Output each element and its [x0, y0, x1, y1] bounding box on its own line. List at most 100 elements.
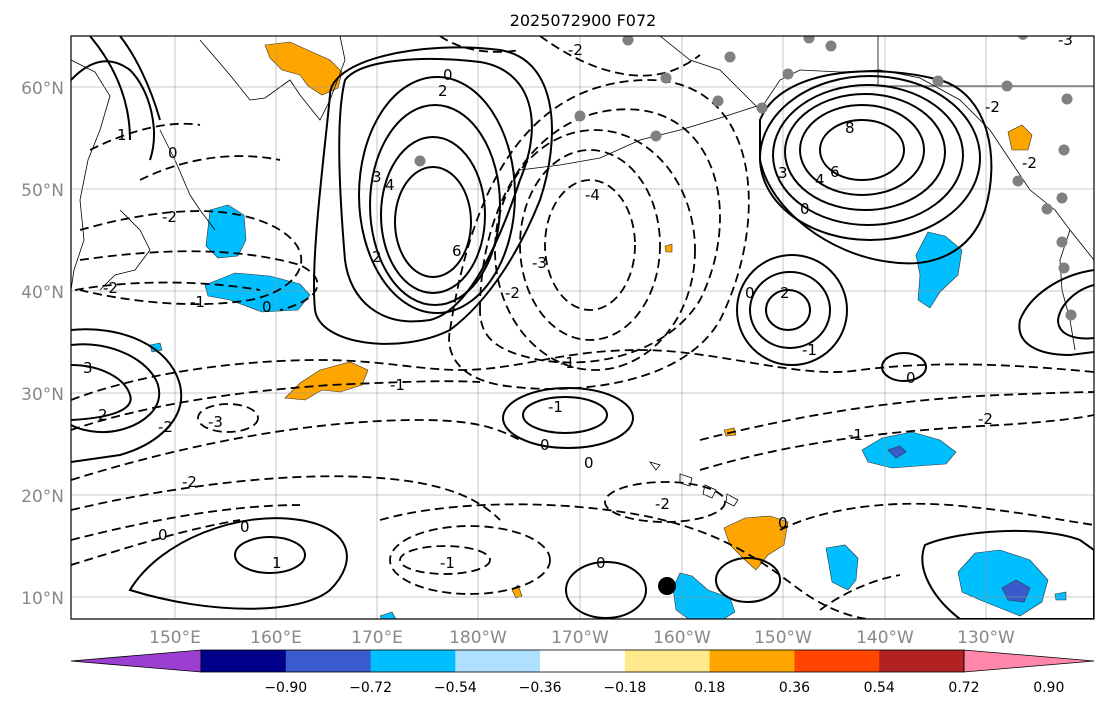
- colorbar-tick-label: −0.72: [349, 680, 392, 696]
- station-marker: [1001, 80, 1013, 92]
- contour-high-ne-3: [784, 93, 946, 211]
- contour-low-north-2: [439, 36, 521, 53]
- contour-low-nw-2: [89, 122, 201, 151]
- contour-label-40: 0: [240, 518, 250, 536]
- shade-blue-small-2: [1054, 591, 1067, 601]
- contour-label-10: -4: [585, 186, 600, 204]
- contour-low-band-7: [71, 504, 301, 541]
- colorbar-extend-high: [963, 649, 1095, 673]
- lon-label-140w: 140°W: [856, 628, 914, 648]
- contour-high-east-edge-1: [1018, 269, 1094, 357]
- coastline-hawaii-3: [725, 493, 739, 507]
- lat-label-20n: 20°N: [21, 487, 64, 507]
- contour-label-3: 2: [372, 248, 382, 266]
- contour-low-band-8: [71, 519, 241, 566]
- contour-high-west-edge-3: [71, 364, 132, 421]
- lon-labels: 150°E 160°E 170°E 180°W 170°W 160°W 150°…: [149, 628, 1015, 648]
- lon-label-180w: 180°W: [449, 628, 507, 648]
- contour-high-south-2: [128, 517, 348, 610]
- contour-high-west-2: [380, 136, 486, 294]
- lon-label-170w: 170°W: [551, 628, 609, 648]
- contour-low-hawaii: [604, 481, 726, 523]
- shade-blue-pacific-40n: [204, 272, 311, 313]
- contour-high-west-edge-2: [71, 328, 183, 463]
- lon-label-150e: 150°E: [149, 628, 201, 648]
- lon-label-170e: 170°E: [351, 628, 403, 648]
- contour-label-35: 0: [158, 526, 168, 544]
- contour-label-22: -2: [1022, 154, 1037, 172]
- contour-label-20: 0: [745, 284, 755, 302]
- contour-label-5: 0: [443, 66, 453, 84]
- contour-high-west-1: [394, 166, 472, 278]
- contour-label-15: 6: [830, 163, 840, 181]
- contour-label-8: 4: [385, 176, 395, 194]
- shade-orange-30n: [284, 361, 369, 401]
- contour-label-32: -3: [208, 413, 223, 431]
- contour-label-34: -2: [182, 473, 197, 491]
- colorbar-segment: [879, 650, 965, 672]
- colorbar-segment: [540, 650, 626, 672]
- contour-high-south-3: [565, 561, 647, 619]
- contour-label-30: 3: [83, 359, 93, 377]
- colorbar-tick-label: 0.90: [1033, 680, 1064, 696]
- colorbar-tick-label: −0.36: [519, 680, 562, 696]
- station-marker: [724, 51, 736, 63]
- colorbar-tick-label: 0.54: [864, 680, 895, 696]
- colorbar-outline: [200, 649, 965, 673]
- contour-high-38n-2: [749, 271, 831, 349]
- contour-low-nw-1: [139, 155, 281, 181]
- station-marker: [574, 110, 586, 122]
- colorbar-tick-label: −0.90: [264, 680, 307, 696]
- shade-orange-small-1: [664, 243, 673, 253]
- station-marker: [712, 95, 724, 107]
- contour-label-38: -1: [848, 426, 863, 444]
- contour-low-west-1: [79, 210, 303, 306]
- shade-orange-bc-coast: [1007, 124, 1033, 151]
- station-marker: [1056, 236, 1068, 248]
- contour-label-45: -2: [655, 495, 670, 513]
- contour-label-18: 0: [800, 200, 810, 218]
- contour-label-4: -2: [162, 208, 177, 226]
- colorbar-tick-label: −0.54: [434, 680, 477, 696]
- contour-low-west-2: [79, 250, 319, 311]
- contour-label-1: -1: [190, 293, 205, 311]
- shade-blue-japan: [205, 204, 247, 259]
- station-marker: [1056, 192, 1068, 204]
- coastline-nw-america: [1059, 229, 1076, 351]
- contour-label-26: 1: [117, 126, 127, 144]
- contour-high-south-4: [715, 557, 781, 603]
- contour-high-ne-4: [772, 84, 964, 226]
- coastline-asia: [71, 59, 111, 291]
- contour-label-36: -1: [548, 398, 563, 416]
- station-marker: [782, 68, 794, 80]
- contour-high-west-5: [338, 58, 533, 323]
- station-marker: [825, 40, 837, 52]
- colorbar-tick-label: −0.18: [603, 680, 646, 696]
- contour-label-31: 2: [98, 406, 108, 424]
- station-marker: [1058, 262, 1070, 274]
- colorbar-segment: [794, 650, 880, 672]
- contour-low-band-4: [699, 414, 1094, 471]
- station-marker: [756, 102, 768, 114]
- contour-high-ne-6: [759, 70, 993, 265]
- contour-high-ne-2: [799, 104, 925, 196]
- colorbar-segment: [370, 650, 456, 672]
- contour-label-11: -3: [532, 254, 547, 272]
- center-marker: [658, 577, 676, 595]
- colorbar-segment: [201, 650, 287, 672]
- contour-label-44: 0: [584, 454, 594, 472]
- contour-label-23: -3: [1058, 31, 1073, 49]
- shade-blue-south-hawaii: [672, 572, 736, 619]
- station-marker: [650, 130, 662, 142]
- coastline-kamchatka: [199, 36, 346, 121]
- contour-label-43: 0: [596, 554, 606, 572]
- contour-low-south-2: [389, 525, 551, 595]
- contour-low-east-1: [819, 574, 901, 611]
- colorbar-segment: [285, 650, 372, 672]
- lat-label-50n: 50°N: [21, 181, 64, 201]
- contour-label-37: -2: [978, 410, 993, 428]
- contour-label-7: 3: [372, 168, 382, 186]
- contour-high-nw-2: [89, 36, 131, 141]
- map-area: -2 -1 0 2 -2 0 2 3 4 6 -4 -3 -2 -1 8 6 4…: [71, 31, 1094, 619]
- station-marker: [660, 72, 672, 84]
